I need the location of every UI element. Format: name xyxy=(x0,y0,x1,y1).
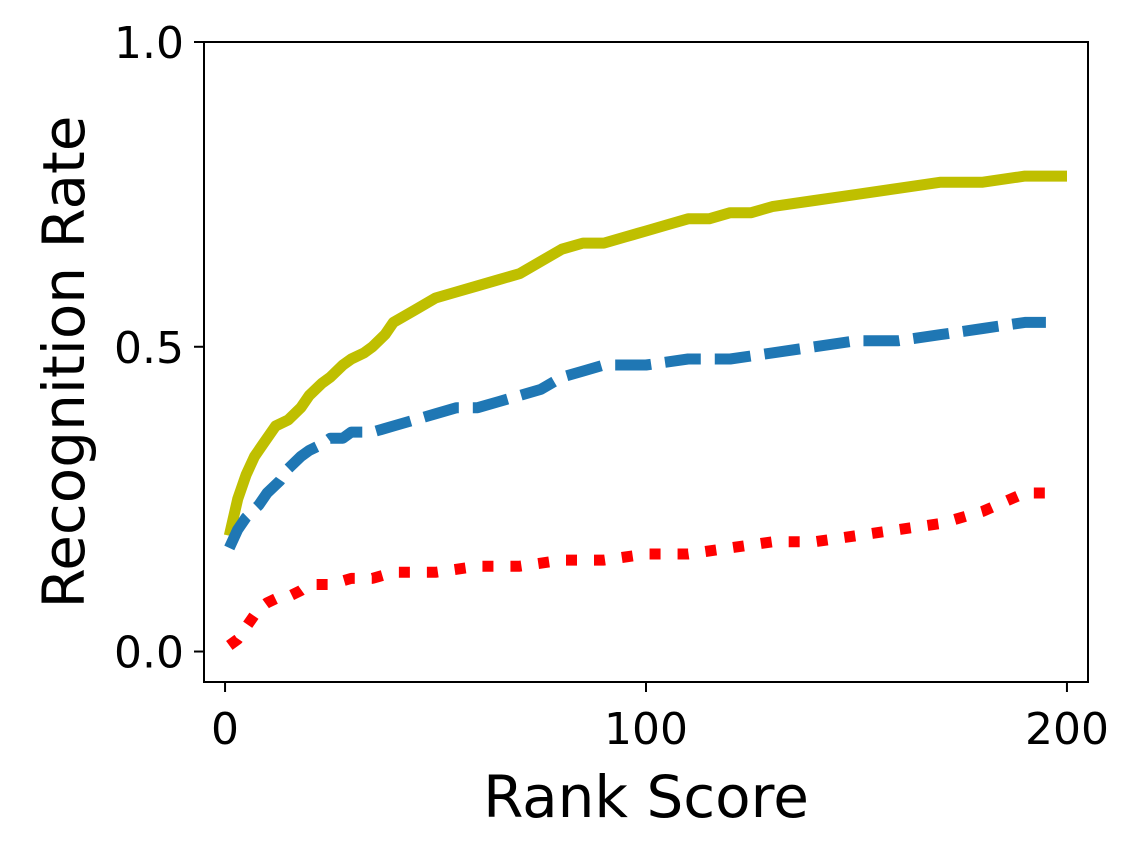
y-axis-title: Recognition Rate xyxy=(30,116,98,609)
series-line-dashed xyxy=(224,316,1046,551)
series-layer xyxy=(223,170,1067,650)
y-tick-label: 0.0 xyxy=(114,628,184,679)
y-tick-label: 1.0 xyxy=(114,18,184,69)
series-line-solid xyxy=(223,170,1067,537)
ticks-layer: 0 100 200 0.0 0.5 1.0 xyxy=(114,18,1109,755)
x-tick-label: 200 xyxy=(1025,704,1109,755)
x-axis-title: Rank Score xyxy=(483,763,809,831)
x-tick-label: 100 xyxy=(604,704,688,755)
x-tick-label: 0 xyxy=(211,704,239,755)
y-tick-label: 0.5 xyxy=(114,323,184,374)
